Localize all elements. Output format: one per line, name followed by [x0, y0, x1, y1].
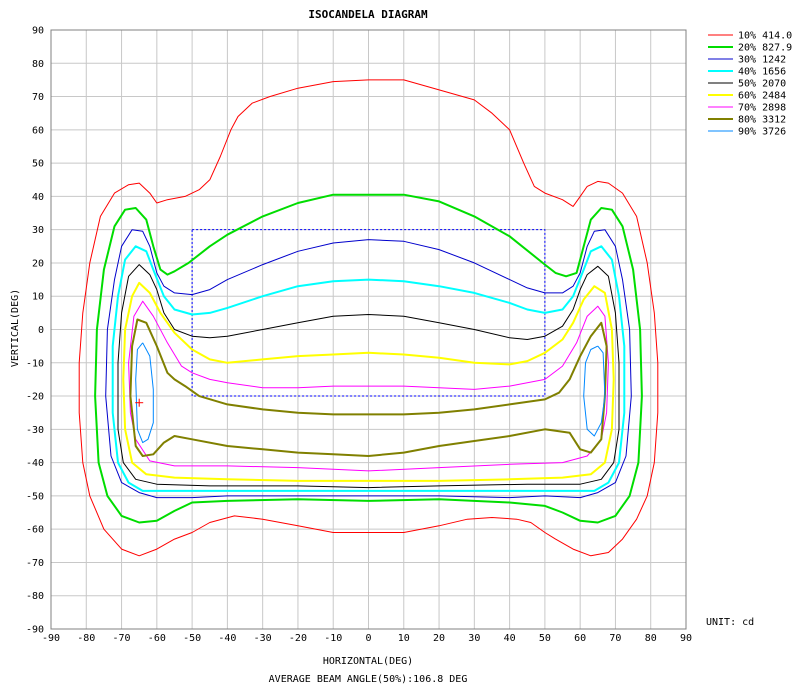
y-tick-label: -70	[26, 558, 44, 569]
x-tick-label: -70	[113, 633, 131, 644]
y-tick-label: -10	[26, 358, 44, 369]
x-tick-label: -90	[42, 633, 60, 644]
isocandela-line-9	[135, 342, 606, 444]
legend-label: 50% 2070	[738, 79, 786, 90]
isocandela-line-1	[78, 79, 659, 557]
x-tick-label: -20	[289, 633, 307, 644]
beam-rectangle	[191, 229, 546, 397]
isocandela-line-6	[122, 281, 615, 482]
x-tick-label: -80	[77, 633, 95, 644]
legend-label: 80% 3312	[738, 115, 786, 126]
y-tick-label: -50	[26, 491, 44, 502]
isocandela-curves	[78, 79, 659, 557]
x-tick-label: -10	[324, 633, 342, 644]
y-tick-label: 80	[32, 59, 44, 70]
y-tick-label: -30	[26, 425, 44, 436]
legend-label: 70% 2898	[738, 103, 786, 114]
legend-label: 40% 1656	[738, 67, 786, 78]
x-tick-label: -50	[183, 633, 201, 644]
legend-label: 30% 1242	[738, 55, 786, 66]
x-tick-label: 40	[504, 633, 516, 644]
x-tick-label: 50	[539, 633, 551, 644]
y-tick-label: 50	[32, 159, 44, 170]
x-axis-label: HORIZONTAL(DEG)	[323, 656, 413, 667]
y-tick-label: -60	[26, 525, 44, 536]
x-tick-label: -40	[218, 633, 236, 644]
y-tick-label: 90	[32, 26, 44, 37]
y-tick-label: 0	[38, 325, 44, 336]
isocandela-line-7	[128, 300, 609, 472]
plot-frame	[50, 29, 687, 630]
y-tick-label: -90	[26, 625, 44, 636]
grid-lines	[50, 29, 687, 630]
isocandela-line-4	[111, 245, 626, 492]
y-tick-label: 40	[32, 192, 44, 203]
legend-label: 90% 3726	[738, 127, 786, 138]
x-tick-label: 30	[468, 633, 480, 644]
axes: -90 -80 -70 -60 -50 -40 -30 -20 -10 0 10 20 30 40 50 60…	[26, 26, 692, 645]
x-tick-label: 80	[645, 633, 657, 644]
x-tick-label: 10	[398, 633, 410, 644]
chart-title: ISOCANDELA DIAGRAM	[308, 8, 428, 21]
isocandela-line-2	[94, 193, 643, 524]
y-tick-label: 30	[32, 225, 44, 236]
isocandela-line-5	[117, 264, 620, 489]
y-tick-label: -20	[26, 392, 44, 403]
legend-label: 20% 827.9	[738, 43, 792, 54]
beam-rectangle-group	[191, 229, 546, 397]
x-tick-label: -60	[148, 633, 166, 644]
x-tick-label: 0	[365, 633, 371, 644]
isocandela-line-3	[105, 229, 632, 499]
legend-label: 10% 414.0	[738, 31, 792, 42]
x-tick-label: 60	[574, 633, 586, 644]
y-tick-label: 70	[32, 92, 44, 103]
y-tick-label: 20	[32, 258, 44, 269]
y-tick-label: -80	[26, 591, 44, 602]
x-tick-label: 70	[609, 633, 621, 644]
legend-label: 60% 2484	[738, 91, 786, 102]
x-tick-label: 90	[680, 633, 692, 644]
isocandela-line-8	[129, 318, 608, 457]
y-axis-label: VERTICAL(DEG)	[10, 289, 21, 367]
peak-marker-group	[135, 398, 144, 407]
y-tick-label: 60	[32, 125, 44, 136]
beam-angle-footer: AVERAGE BEAM ANGLE(50%):106.8 DEG	[269, 674, 468, 685]
unit-label: UNIT: cd	[706, 617, 754, 628]
y-tick-label: 10	[32, 292, 44, 303]
y-tick-label: -40	[26, 458, 44, 469]
x-tick-label: 20	[433, 633, 445, 644]
x-tick-label: -30	[254, 633, 272, 644]
